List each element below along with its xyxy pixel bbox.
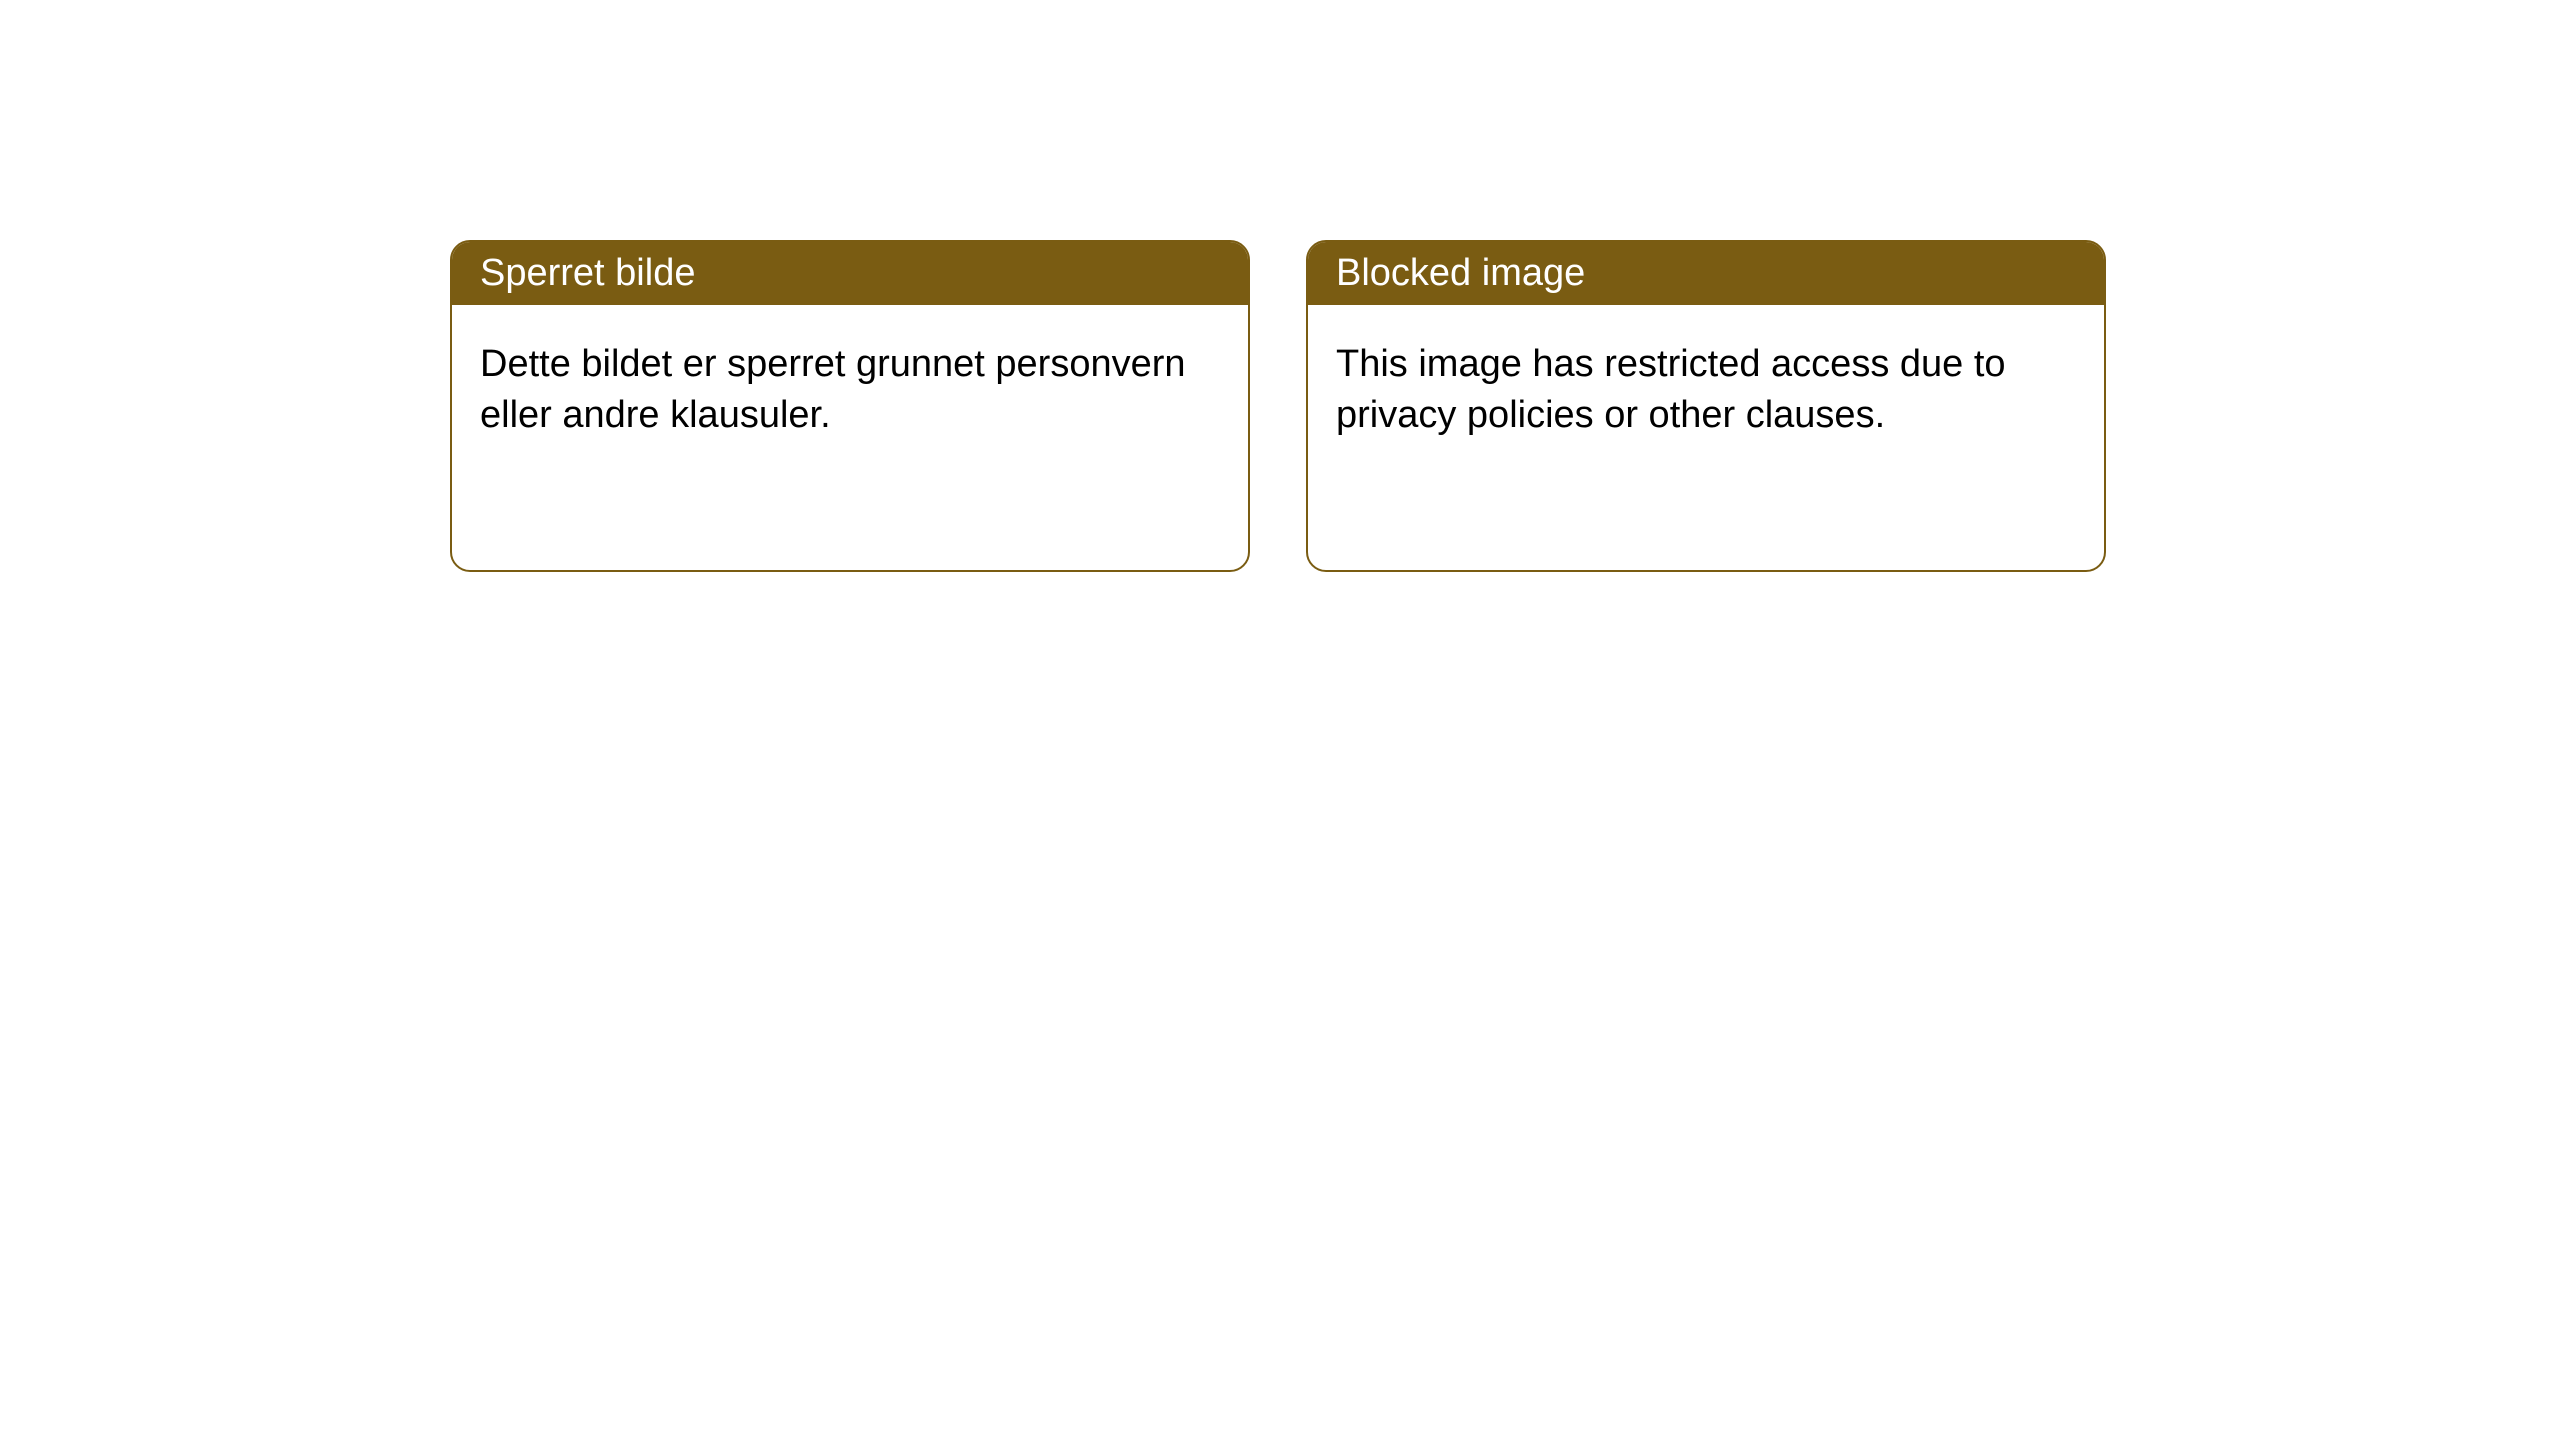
card-title: Blocked image [1308, 242, 2104, 305]
card-title: Sperret bilde [452, 242, 1248, 305]
card-body: Dette bildet er sperret grunnet personve… [452, 305, 1248, 476]
notice-cards-container: Sperret bilde Dette bildet er sperret gr… [450, 240, 2560, 572]
card-body: This image has restricted access due to … [1308, 305, 2104, 476]
blocked-image-card-en: Blocked image This image has restricted … [1306, 240, 2106, 572]
blocked-image-card-no: Sperret bilde Dette bildet er sperret gr… [450, 240, 1250, 572]
